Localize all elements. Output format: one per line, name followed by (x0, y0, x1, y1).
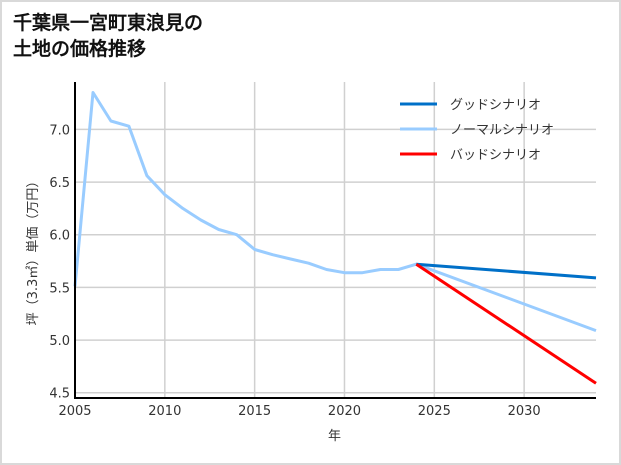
axes: 2005 2010 2015 2020 2025 2030 4.5 5.0 5.5 6.0 6.5 7… (25, 82, 596, 444)
y-tick-label: 6.5 (49, 176, 70, 191)
chart-title: 千葉県一宮町東浪見の 土地の価格推移 (13, 10, 203, 62)
y-tick-label: 4.5 (49, 387, 70, 402)
series-line (415, 262, 597, 385)
x-axis-label: 年 (328, 429, 341, 444)
x-tick-label: 2020 (328, 404, 361, 419)
legend-label: バッドシナリオ (450, 148, 541, 163)
y-axis-label: 坪（3.3㎡）単価（万円） (25, 175, 41, 326)
x-tick-label: 2015 (238, 404, 271, 419)
x-tick-label: 2030 (508, 404, 541, 419)
y-tick-label: 5.5 (49, 281, 70, 296)
gridlines (74, 82, 596, 398)
x-tick-label: 2005 (58, 404, 91, 419)
y-tick-label: 7.0 (49, 123, 70, 138)
legend-label: ノーマルシナリオ (450, 123, 554, 138)
y-tick-label: 5.0 (49, 334, 70, 349)
chart-title-line1: 千葉県一宮町東浪見の (13, 12, 204, 34)
legend-label: グッドシナリオ (450, 98, 541, 113)
data-lines (73, 91, 597, 385)
x-tick-label: 2025 (418, 404, 451, 419)
chart-title-line2: 土地の価格推移 (13, 38, 147, 60)
series-line (73, 91, 597, 333)
y-tick-label: 6.0 (49, 229, 70, 244)
x-tick-label: 2010 (148, 404, 181, 419)
series-line (416, 262, 597, 280)
